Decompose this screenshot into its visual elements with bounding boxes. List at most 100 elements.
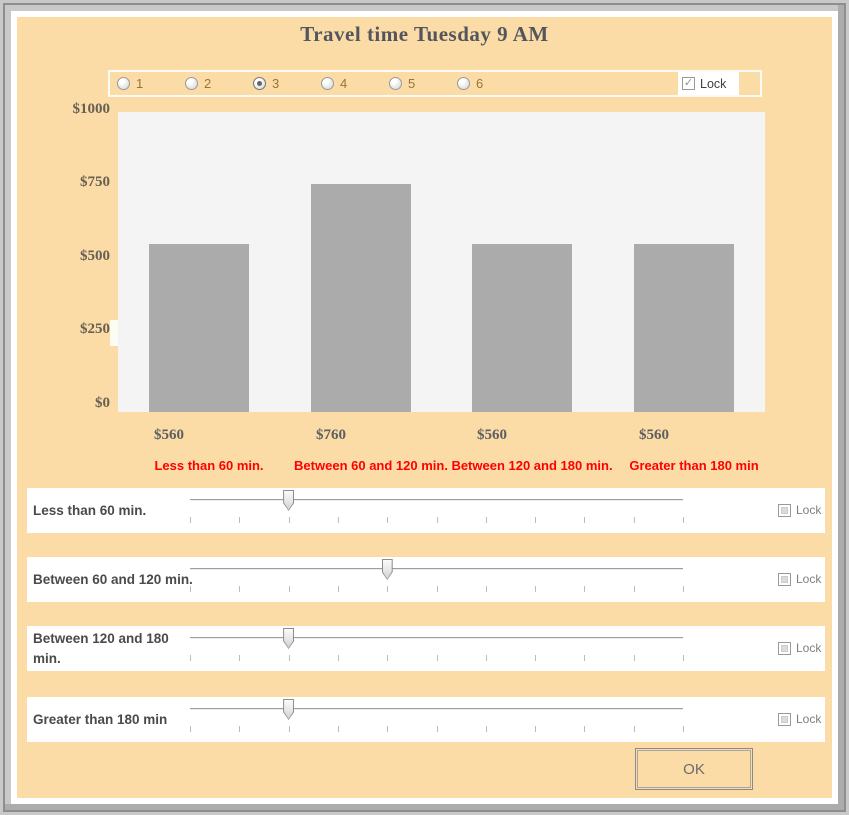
bar-60-to-120: [310, 184, 411, 412]
page-title: Travel time Tuesday 9 AM: [300, 22, 549, 46]
tick-mark: [584, 726, 586, 732]
tick-mark: [337, 517, 339, 523]
slider-track-line: [190, 568, 683, 570]
lock-label: Lock: [700, 76, 727, 91]
tick-mark: [436, 586, 438, 592]
radio-icon[interactable]: [117, 77, 130, 90]
tick-mark: [387, 517, 389, 523]
bar-greater-180: [634, 244, 735, 412]
tick-mark: [584, 517, 586, 523]
selector-lock[interactable]: Lock: [678, 72, 739, 95]
slider-lock[interactable]: Lock: [778, 503, 821, 517]
tick-mark: [288, 517, 290, 523]
tick-mark: [584, 586, 586, 592]
tick-mark: [683, 655, 684, 661]
radio-option-label: 4: [340, 76, 348, 91]
tick-mark: [387, 586, 389, 592]
tick-mark: [337, 655, 339, 661]
radio-option-label: 5: [408, 76, 416, 91]
slider-row-less-than-60: Less than 60 min. Lock: [27, 488, 825, 533]
ok-button-label: OK: [683, 760, 705, 778]
tick-mark: [535, 586, 537, 592]
radio-option-4[interactable]: 4: [321, 76, 389, 91]
slider-track-line: [190, 708, 683, 710]
slider-label: Greater than 180 min: [33, 711, 168, 727]
y-tick-label: $1000: [72, 101, 111, 117]
tick-mark: [485, 726, 487, 732]
radio-icon[interactable]: [185, 77, 198, 90]
tick-mark: [436, 655, 438, 661]
radio-option-1[interactable]: 1: [117, 76, 185, 91]
window-frame: [3, 3, 846, 812]
slider-ticks: [190, 517, 684, 524]
tick-mark: [288, 726, 290, 732]
tick-mark: [535, 655, 537, 661]
category-label: Between 60 and 120 min.: [294, 458, 448, 473]
radio-icon[interactable]: [457, 77, 470, 90]
category-label: Between 120 and 180 min.: [451, 458, 613, 473]
tick-mark: [387, 655, 389, 661]
radio-icon[interactable]: [253, 77, 266, 90]
category-label: Greater than 180 min: [629, 458, 759, 473]
tick-mark: [633, 586, 635, 592]
lock-checkbox[interactable]: [778, 712, 791, 726]
tick-mark: [485, 586, 487, 592]
slider-track-line: [190, 637, 683, 639]
y-tick-label: $750: [80, 174, 110, 190]
radio-option-label: 3: [272, 76, 280, 91]
tick-mark: [683, 586, 684, 592]
lock-label: Lock: [796, 503, 822, 517]
slider-thumb[interactable]: [283, 628, 294, 649]
slider-row-120-to-180: Between 120 and 180 min. Lock: [27, 626, 825, 671]
slider-lock[interactable]: Lock: [778, 572, 821, 586]
radio-option-2[interactable]: 2: [185, 76, 253, 91]
lock-label: Lock: [796, 641, 822, 655]
y-tick-label: $250: [80, 321, 110, 337]
tick-mark: [436, 726, 438, 732]
slider-thumb[interactable]: [382, 559, 393, 580]
lock-label: Lock: [796, 712, 822, 726]
slider-thumb[interactable]: [283, 490, 294, 511]
radio-option-3[interactable]: 3: [253, 76, 321, 91]
tick-mark: [436, 517, 438, 523]
tick-mark: [239, 655, 241, 661]
bar-value-label: $560: [477, 427, 507, 443]
radio-icon[interactable]: [389, 77, 402, 90]
slider-ticks: [190, 655, 684, 662]
radio-option-6[interactable]: 6: [457, 76, 525, 91]
tick-mark: [239, 586, 241, 592]
lock-label: Lock: [796, 572, 822, 586]
tick-mark: [485, 517, 487, 523]
bar-less-than-60: [148, 244, 249, 412]
slider-track[interactable]: [190, 557, 684, 602]
slider-track[interactable]: [190, 697, 684, 742]
slider-track[interactable]: [190, 488, 684, 533]
radio-option-label: 6: [476, 76, 484, 91]
radio-option-5[interactable]: 5: [389, 76, 457, 91]
lock-checkbox[interactable]: [778, 641, 791, 655]
bar-120-to-180: [472, 244, 573, 412]
y-tick-label: $500: [80, 248, 110, 264]
tick-mark: [633, 726, 635, 732]
plot-area: [118, 112, 765, 412]
lock-checkbox[interactable]: [778, 572, 791, 586]
tick-mark: [190, 655, 191, 661]
slider-lock[interactable]: Lock: [778, 641, 821, 655]
option-selector-strip: 1 2 3 4 5 6: [108, 70, 762, 97]
category-label: Less than 60 min.: [154, 458, 264, 473]
tick-mark: [485, 655, 487, 661]
slider-label: Between 60 and 120 min.: [33, 571, 193, 587]
radio-icon[interactable]: [321, 77, 334, 90]
axis-marker-notch: [110, 320, 118, 346]
lock-checkbox[interactable]: [682, 77, 695, 90]
ok-button[interactable]: OK: [635, 748, 753, 790]
bar-value-label: $560: [639, 427, 669, 443]
tick-mark: [239, 726, 241, 732]
slider-track-line: [190, 499, 683, 501]
slider-thumb[interactable]: [283, 699, 294, 720]
tick-mark: [190, 586, 191, 592]
slider-track[interactable]: [190, 626, 684, 671]
lock-checkbox[interactable]: [778, 503, 791, 517]
bar-value-label: $560: [154, 427, 184, 443]
slider-lock[interactable]: Lock: [778, 712, 821, 726]
